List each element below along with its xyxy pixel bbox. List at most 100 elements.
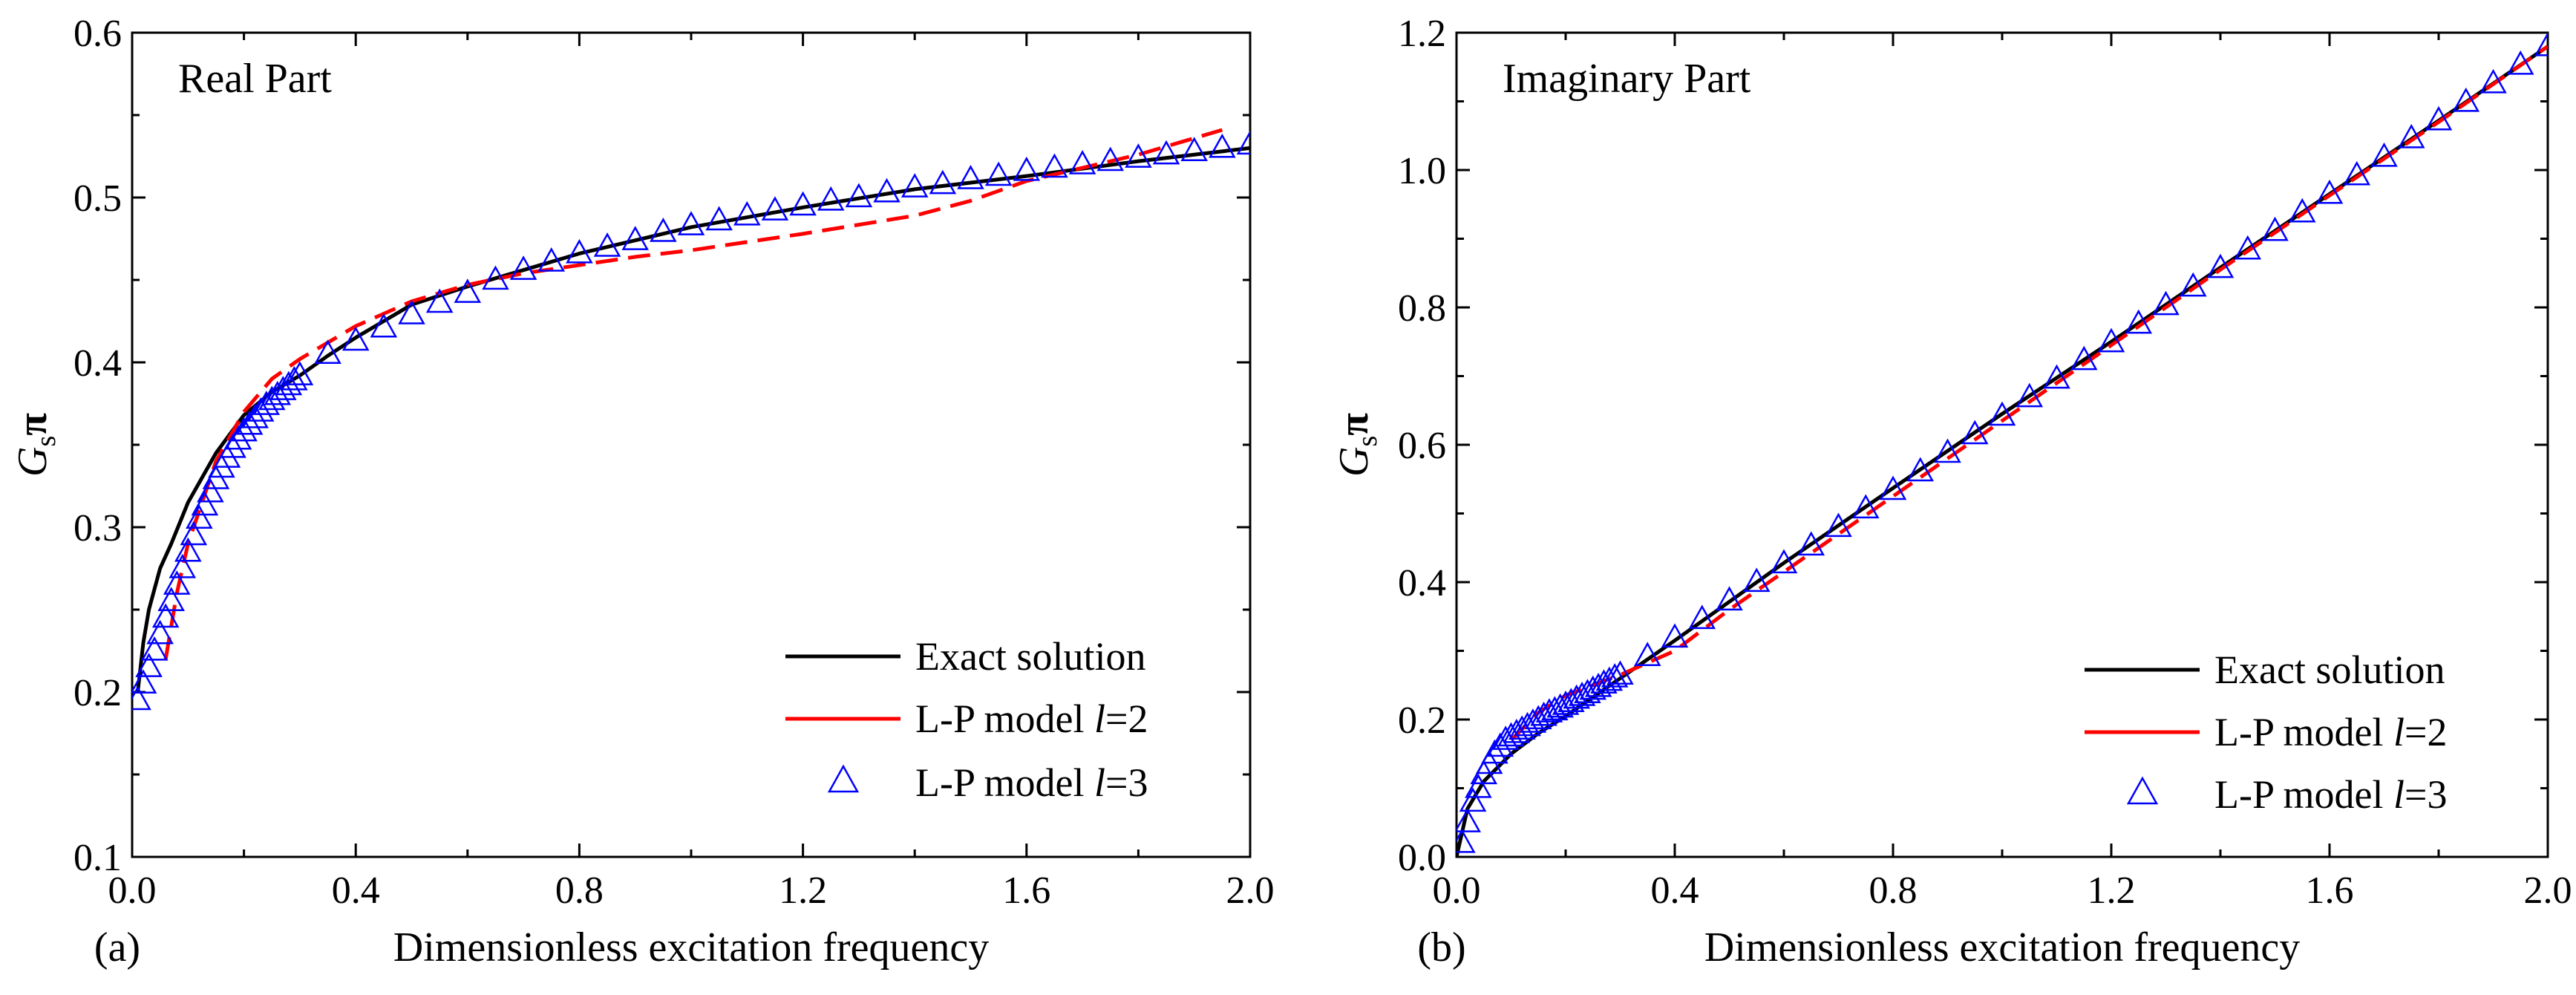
data-point-triangle bbox=[1879, 475, 1907, 500]
y-tick-label: 0.5 bbox=[73, 177, 122, 220]
legend-entry-label: Exact solution bbox=[2214, 647, 2445, 692]
legend-label-text: Exact solution bbox=[2214, 647, 2445, 692]
panel-annotation: Imaginary Part bbox=[1503, 56, 1751, 102]
y-tick-label: 1.0 bbox=[1398, 150, 1446, 192]
x-tick-label: 1.6 bbox=[2306, 870, 2354, 912]
data-point-triangle bbox=[1661, 623, 1689, 648]
data-point-triangle bbox=[140, 636, 169, 661]
x-axis-label: Dimensionless excitation frequency bbox=[393, 924, 989, 970]
legend-symbol-triangle bbox=[827, 764, 860, 793]
data-point-triangle bbox=[1068, 150, 1096, 174]
data-point-triangle bbox=[1601, 663, 1629, 688]
legend-entry-label: L-P model l=3 bbox=[2214, 772, 2447, 817]
data-point-triangle bbox=[1152, 140, 1180, 165]
x-tick-label: 1.2 bbox=[2088, 870, 2136, 912]
legend-entry-label: L-P model l=3 bbox=[915, 760, 1148, 805]
data-point-triangle bbox=[1934, 438, 1961, 463]
data-point-triangle bbox=[281, 365, 308, 391]
data-point-triangle bbox=[169, 553, 197, 578]
legend-label-suffix: =2 bbox=[2405, 710, 2447, 754]
legend-label-italic: l bbox=[1094, 696, 1105, 741]
data-point-triangle bbox=[1457, 808, 1481, 832]
data-point-triangle bbox=[1906, 457, 1935, 482]
legend-label-text: L-P model bbox=[2214, 710, 2393, 754]
data-point-triangle bbox=[1180, 137, 1208, 161]
data-point-triangle bbox=[1481, 739, 1508, 764]
data-point-triangle bbox=[705, 206, 733, 231]
data-point-triangle bbox=[314, 339, 341, 365]
data-point-triangle bbox=[132, 685, 151, 711]
y-axis-label-suffix: π bbox=[1331, 413, 1377, 436]
y-tick-label: 0.0 bbox=[1398, 837, 1446, 879]
data-point-triangle bbox=[2288, 198, 2316, 223]
data-point-triangle bbox=[873, 177, 900, 203]
data-point-triangle bbox=[230, 417, 258, 442]
data-point-triangle bbox=[621, 226, 649, 250]
y-tick-label: 0.1 bbox=[73, 837, 122, 879]
data-point-triangle bbox=[789, 191, 817, 216]
data-point-triangle bbox=[2125, 309, 2153, 334]
data-point-triangle bbox=[135, 653, 163, 677]
y-axis-label-main: G bbox=[1331, 447, 1377, 477]
data-point-triangle bbox=[1825, 512, 1852, 538]
data-point-triangle bbox=[537, 247, 566, 272]
data-point-triangle bbox=[163, 570, 191, 595]
data-point-triangle bbox=[241, 403, 269, 428]
x-tick-label: 2.0 bbox=[2524, 870, 2572, 912]
legend-label-text: Exact solution bbox=[915, 634, 1145, 679]
data-point-triangle bbox=[1797, 531, 1825, 556]
data-point-triangle bbox=[286, 361, 314, 385]
data-point-triangle bbox=[191, 491, 219, 516]
y-tick-label: 0.4 bbox=[73, 342, 122, 385]
data-point-triangle bbox=[341, 326, 370, 351]
data-point-triangle bbox=[2179, 272, 2207, 297]
data-point-triangle bbox=[2452, 87, 2480, 112]
data-point-triangle bbox=[677, 211, 705, 235]
data-point-triangle bbox=[845, 183, 873, 208]
data-point-triangle bbox=[1236, 130, 1250, 155]
data-point-triangle bbox=[2397, 123, 2425, 149]
legend-label-text: L-P model bbox=[915, 696, 1094, 741]
data-point-triangle bbox=[2234, 235, 2262, 260]
data-point-triangle bbox=[929, 169, 957, 195]
data-point-triangle bbox=[180, 521, 208, 546]
y-axis-label-subscript: s bbox=[1352, 436, 1383, 447]
y-tick-label: 1.2 bbox=[1398, 13, 1446, 55]
x-tick-label: 0.8 bbox=[1869, 870, 1918, 912]
y-tick-label: 0.4 bbox=[1398, 562, 1446, 604]
data-point-triangle bbox=[566, 238, 593, 264]
data-point-triangle bbox=[509, 255, 537, 280]
legend-label-text: L-P model bbox=[915, 760, 1094, 805]
data-point-triangle bbox=[2097, 327, 2125, 353]
data-point-triangle bbox=[186, 504, 213, 529]
x-tick-label: 0.0 bbox=[1433, 870, 1481, 912]
y-tick-label: 0.2 bbox=[1398, 699, 1446, 742]
data-point-triangle bbox=[2479, 68, 2507, 94]
data-point-triangle bbox=[1125, 143, 1152, 168]
data-point-triangle bbox=[482, 265, 509, 290]
x-axis-label: Dimensionless excitation frequency bbox=[1704, 924, 2300, 970]
data-point-triangle bbox=[2343, 160, 2371, 186]
data-point-triangle bbox=[650, 218, 677, 242]
y-tick-label: 0.3 bbox=[73, 507, 122, 549]
series-line-lp-l2 bbox=[163, 128, 1223, 660]
plot-data bbox=[1457, 33, 2548, 857]
data-point-triangle bbox=[1851, 494, 1880, 519]
legend-label-text: L-P model bbox=[2214, 772, 2393, 817]
data-point-triangle bbox=[1457, 828, 1476, 853]
data-point-triangle bbox=[1465, 773, 1492, 798]
data-point-triangle bbox=[957, 165, 984, 189]
y-tick-label: 0.6 bbox=[73, 13, 122, 55]
data-point-triangle bbox=[900, 173, 929, 198]
data-point-triangle bbox=[1716, 586, 1743, 611]
x-tick-label: 0.8 bbox=[555, 870, 604, 912]
y-axis-label-suffix: π bbox=[10, 413, 56, 436]
data-point-triangle bbox=[1041, 153, 1068, 178]
data-point-triangle bbox=[1961, 420, 1989, 445]
data-point-triangle bbox=[454, 278, 482, 303]
legend-label-italic: l bbox=[1094, 760, 1105, 805]
data-point-triangle bbox=[2043, 364, 2070, 389]
data-point-triangle bbox=[2315, 179, 2344, 204]
plot-data bbox=[132, 128, 1250, 711]
data-point-triangle bbox=[733, 200, 761, 226]
